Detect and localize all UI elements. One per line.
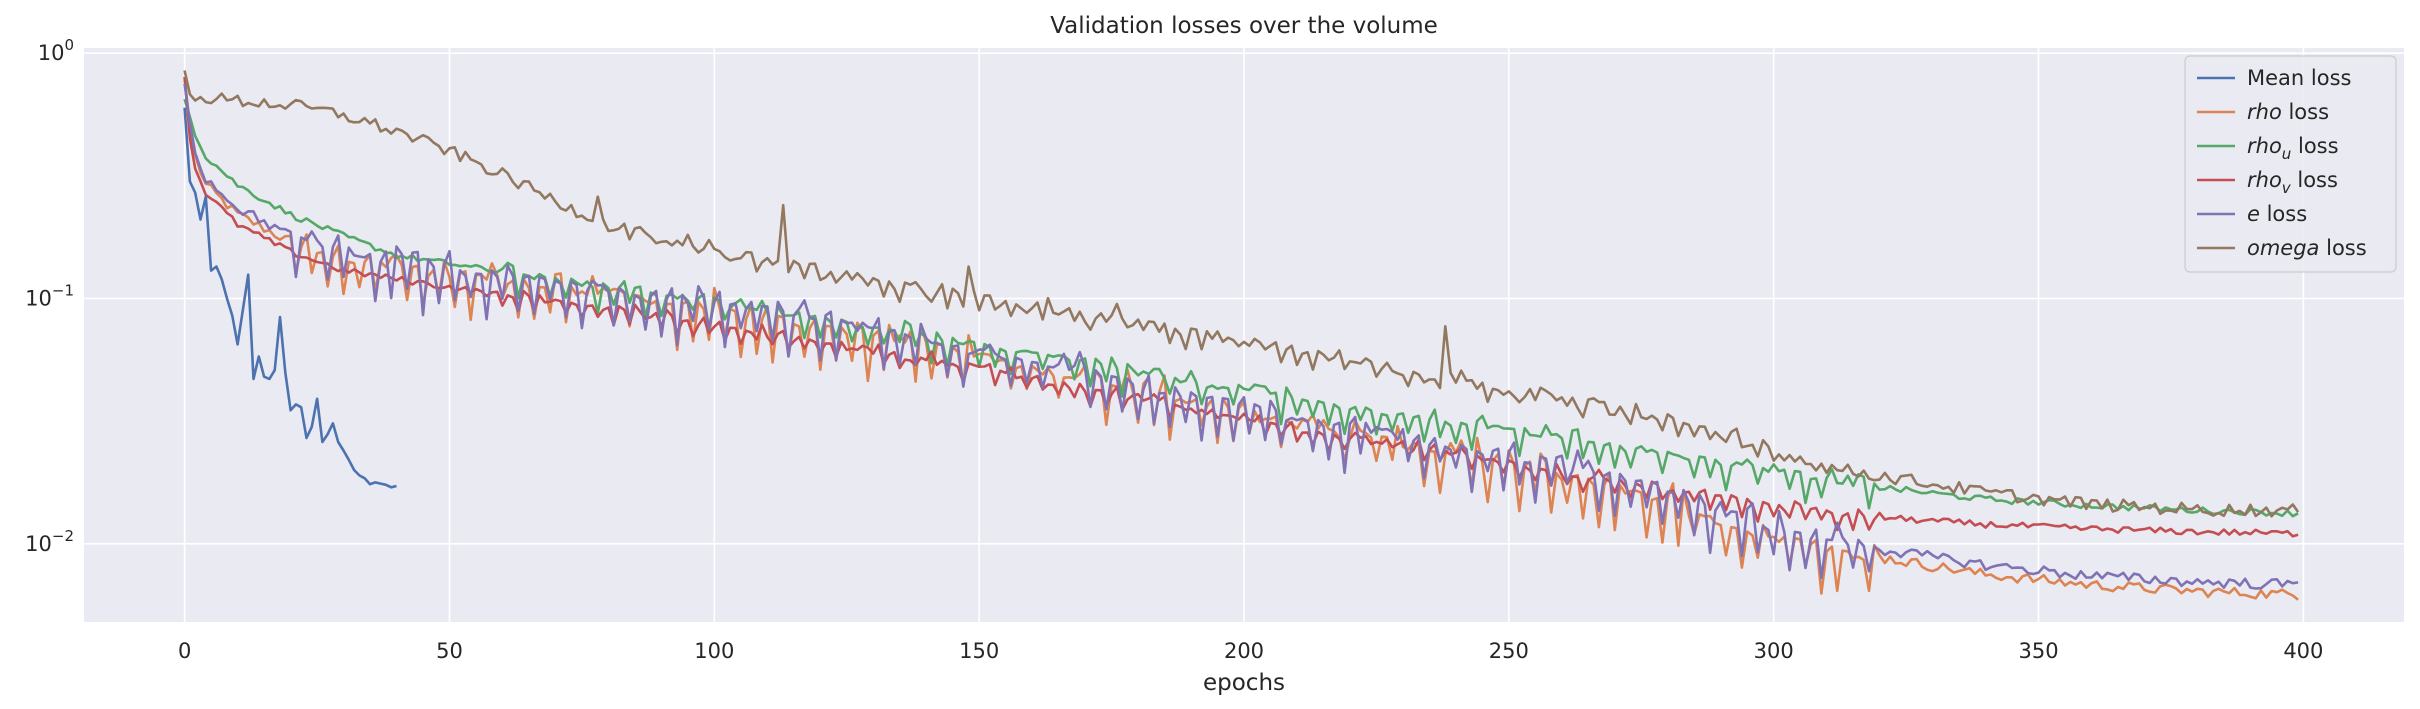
legend-entry: Mean loss: [2247, 66, 2351, 90]
x-axis-label: epochs: [1203, 670, 1285, 696]
y-axis-ticks: 10−2 10−1 100: [25, 36, 74, 556]
x-tick-label: 250: [1489, 639, 1529, 663]
series-line-mean-loss: [183, 107, 397, 489]
series-line-omega-loss: [183, 70, 2300, 518]
x-tick-label: 50: [436, 639, 463, 663]
x-tick-label: 300: [1754, 639, 1794, 663]
chart-title: Validation losses over the volume: [1050, 13, 1438, 39]
y-tick-label: 10−1: [25, 282, 74, 311]
x-tick-label: 400: [2283, 639, 2323, 663]
series-line-e-loss: [183, 83, 2299, 590]
legend-box: [2184, 55, 2397, 273]
y-tick-label: 10−2: [25, 527, 74, 556]
legend: Mean loss rho loss rhou loss rhov loss e los…: [2184, 55, 2397, 273]
legend-entry: rhov loss: [2247, 168, 2338, 197]
legend-entry: omega loss: [2247, 236, 2367, 260]
x-axis-ticks: 0 50 100 150 200 250 300 350 400: [178, 639, 2323, 663]
x-tick-label: 0: [178, 639, 191, 663]
legend-entry: rhou loss: [2247, 134, 2339, 163]
series-lines: [183, 70, 2300, 601]
legend-entry: rho loss: [2247, 100, 2329, 124]
x-tick-label: 200: [1224, 639, 1264, 663]
series-line-rho-u-loss: [183, 98, 2299, 518]
x-tick-label: 150: [959, 639, 999, 663]
x-tick-label: 100: [694, 639, 734, 663]
legend-entry: e loss: [2247, 202, 2307, 226]
y-tick-label: 100: [38, 36, 74, 65]
x-tick-label: 350: [2018, 639, 2058, 663]
